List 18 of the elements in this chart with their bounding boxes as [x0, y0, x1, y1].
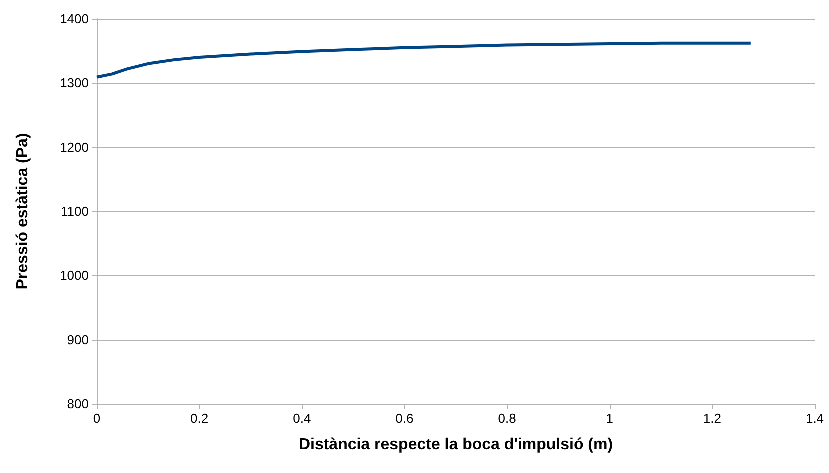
x-tick-label: 1.2	[703, 411, 722, 426]
x-tick-label: 0.2	[190, 411, 209, 426]
x-tick-label: 0.8	[498, 411, 516, 426]
y-tick-label: 900	[67, 332, 89, 348]
y-tick-label: 1300	[60, 76, 89, 91]
x-tick-label: 1	[606, 411, 614, 426]
y-tick-label: 1100	[61, 204, 89, 219]
y-tick-label: 1400	[60, 12, 89, 26]
y-tick-label: 800	[67, 396, 89, 412]
x-tick-label: 0.4	[293, 411, 312, 426]
x-tick-label: 1.4	[806, 411, 824, 426]
y-axis-title: Pressió estàtica (Pa)	[14, 133, 32, 290]
y-tick-label: 1200	[60, 140, 89, 155]
x-axis-title: Distància respecte la boca d'impulsió (m)	[298, 436, 614, 454]
x-tick-label: 0.6	[396, 411, 414, 426]
x-tick-label: 0	[93, 411, 101, 426]
y-tick-label: 1000	[60, 268, 89, 284]
line-series	[96, 42, 752, 79]
